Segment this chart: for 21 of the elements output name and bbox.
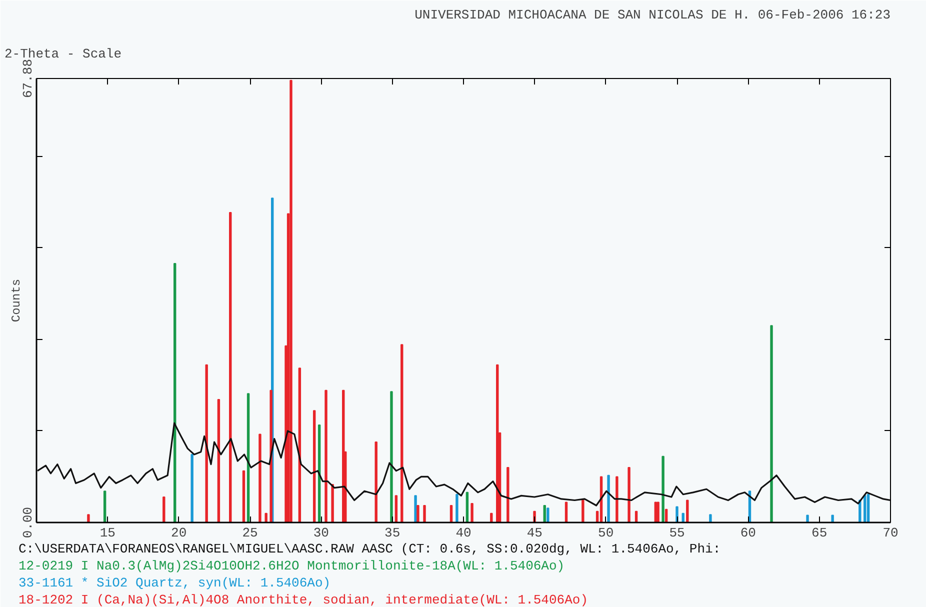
text: 12-0219 I Na0.3(AlMg)2Si4O10OH2.6H2O Montmorillonite-18A(WL: 1.5406Ao) — [18, 558, 565, 574]
x-tick-label: 15 — [100, 526, 116, 540]
text: 18-1202 I (Ca,Na)(Si,Al)4O8 Anorthite, sodian, intermediate(WL: 1.5406Ao) — [18, 592, 588, 607]
x-tick-label: 35 — [384, 526, 400, 540]
x-tick-label: 55 — [669, 526, 685, 540]
x-tick-label: 50 — [598, 526, 614, 540]
chart-title: UNIVERSIDAD MICHOACANA DE SAN NICOLAS DE H. 06-Feb-2006 16:23 — [414, 8, 891, 22]
x-tick-label: 40 — [456, 526, 472, 540]
x-tick-label: 30 — [313, 526, 329, 540]
y-tick-label: 67.88 — [20, 58, 36, 98]
x-tick-label: 60 — [740, 526, 756, 540]
x-tick-label: 20 — [171, 526, 187, 540]
x-tick-label: 65 — [812, 526, 828, 540]
y-tick-label: 0.00 — [20, 506, 36, 538]
y-axis-title: Counts — [10, 278, 24, 322]
text: 33-1161 * SiO2 Quartz, syn(WL: 1.5406Ao) — [18, 576, 331, 590]
x-tick-label: 25 — [242, 526, 258, 540]
x-tick-label: 70 — [882, 526, 898, 540]
line-series — [36, 422, 890, 506]
x-tick-label: 45 — [526, 526, 542, 540]
text: C:\USERDATA\FORANEOS\RANGEL\MIGUEL\AASC.RAW AASC (CT: 0.6s, SS:0.020dg, WL: 1.5406Ao, Phi: — [18, 542, 721, 556]
